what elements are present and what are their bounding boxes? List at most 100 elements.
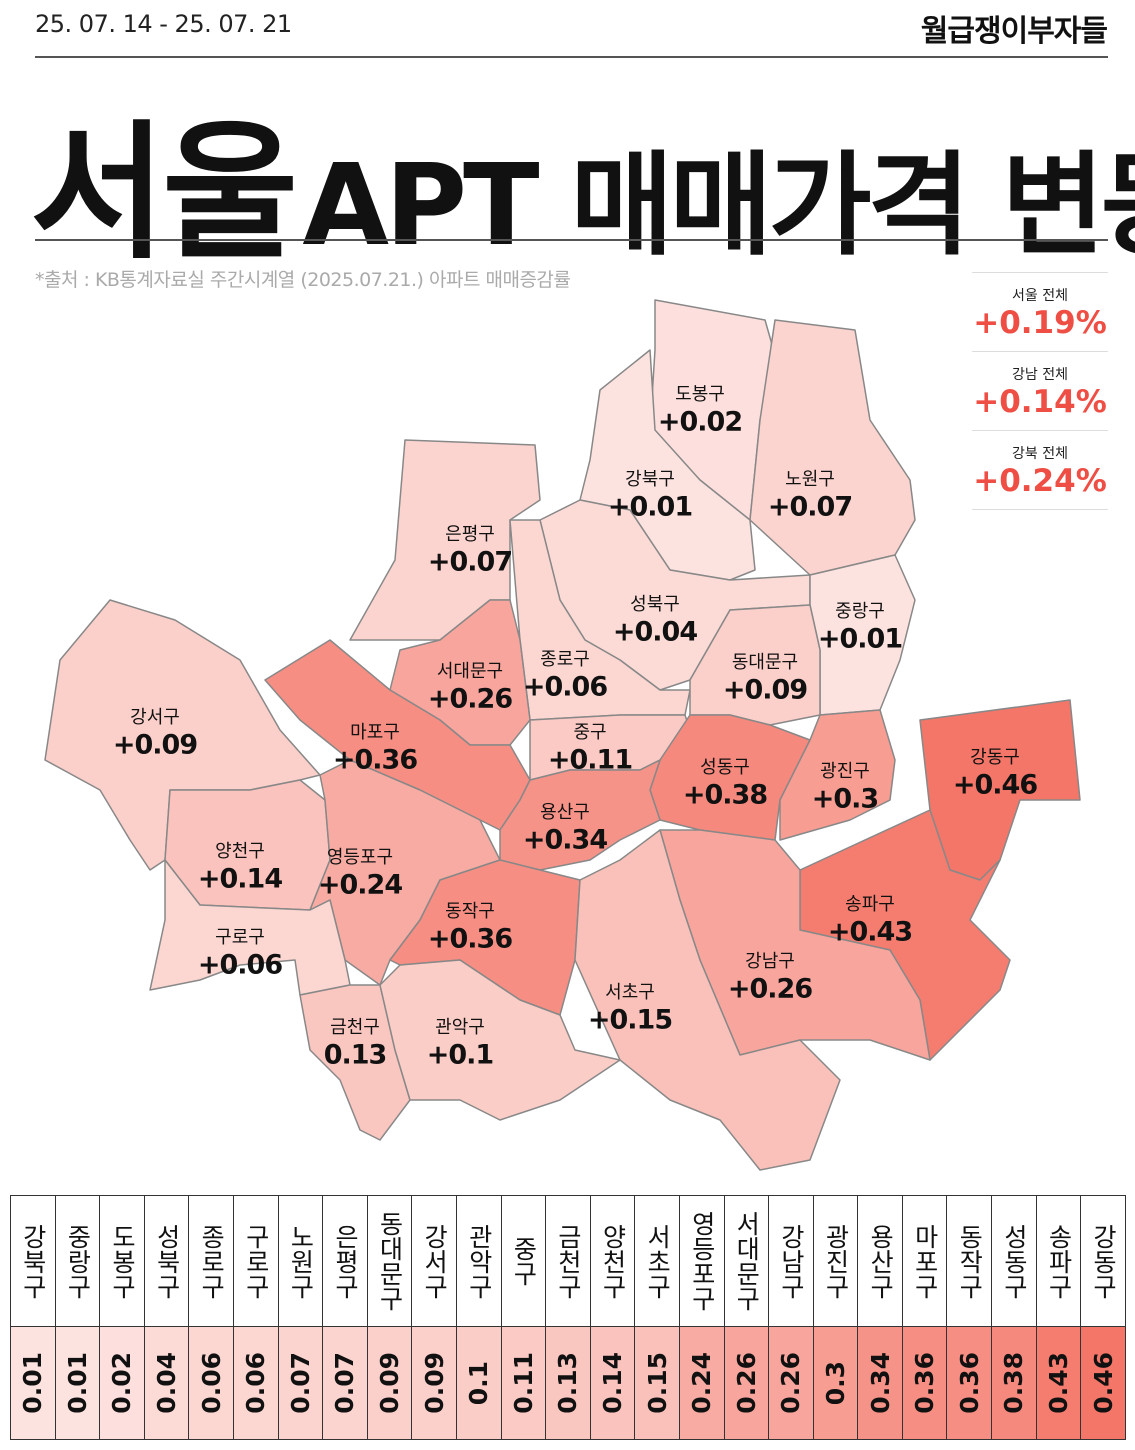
summary-value: +0.19%	[973, 305, 1107, 341]
district-value: +0.09	[723, 675, 807, 706]
table-cell: 0.26	[724, 1327, 769, 1440]
district-value: +0.26	[428, 684, 512, 715]
table-header: 강북구	[11, 1195, 55, 1327]
district	[779, 709, 896, 841]
cell-text: 0.09	[419, 1352, 449, 1414]
district-value: +0.11	[548, 745, 632, 776]
cell-text: 0.36	[910, 1352, 940, 1414]
district-value: +0.1	[427, 1040, 493, 1071]
district-name: 동작구	[445, 901, 495, 922]
table-column: 동대문구 0.09	[367, 1195, 413, 1440]
cell-text: 0.26	[776, 1352, 806, 1414]
table-cell: 0.01	[55, 1327, 100, 1440]
header-text: 영등포구	[687, 1211, 717, 1311]
table-cell: 0.24	[679, 1327, 724, 1440]
district-name: 강남구	[745, 951, 795, 972]
district-name: 금천구	[330, 1017, 380, 1038]
header-text: 강서구	[420, 1223, 450, 1299]
header-text: 강동구	[1089, 1223, 1119, 1299]
table-cell: 0.36	[902, 1327, 947, 1440]
header-text: 중구	[509, 1236, 539, 1286]
table-column: 송파구 0.43	[1036, 1195, 1082, 1440]
table-cell: 0.34	[858, 1327, 902, 1440]
table-column: 성북구 0.04	[144, 1195, 190, 1440]
summary-name: 강북 전체	[1012, 446, 1068, 462]
table-header: 노원구	[278, 1195, 323, 1327]
summary-name: 강남 전체	[1012, 367, 1068, 383]
table-header: 관악구	[456, 1195, 501, 1327]
district-name: 중랑구	[835, 601, 885, 622]
table-cell: 0.07	[323, 1327, 367, 1440]
district-name: 광진구	[820, 761, 870, 782]
table-header: 송파구	[1036, 1195, 1081, 1327]
cell-text: 0.01	[18, 1352, 48, 1414]
source-note: *출처 : KB통계자료실 주간시계열 (2025.07.21.) 아파트 매매…	[35, 269, 571, 291]
district-value: +0.46	[953, 770, 1037, 801]
header-text: 관악구	[464, 1223, 494, 1299]
district-value: +0.06	[523, 672, 607, 703]
district	[299, 984, 411, 1141]
table-cell: 0.09	[412, 1327, 456, 1440]
district	[499, 759, 661, 871]
table-header: 서대문구	[724, 1195, 769, 1327]
table-column: 강동구 0.46	[1081, 1195, 1126, 1440]
cell-text: 0.24	[687, 1352, 717, 1414]
table-column: 서대문구 0.26	[724, 1195, 770, 1440]
table-cell: 0.36	[947, 1327, 992, 1440]
title: 서울APT 매매가격 변동	[30, 72, 1135, 287]
table-cell: 0.1	[456, 1327, 501, 1440]
district-value: +0.15	[588, 1005, 672, 1036]
cell-text: 0.07	[285, 1352, 315, 1414]
cell-text: 0.14	[598, 1352, 628, 1414]
district-name: 서대문구	[437, 661, 503, 682]
district-value: +0.24	[318, 870, 402, 901]
header-text: 성북구	[152, 1223, 182, 1299]
district-name: 도봉구	[675, 384, 725, 405]
district-value: +0.36	[333, 745, 417, 776]
table-column: 서초구 0.15	[635, 1195, 680, 1440]
cell-text: 0.34	[865, 1352, 895, 1414]
table-cell: 0.14	[590, 1327, 635, 1440]
table-cell: 0.46	[1081, 1327, 1125, 1440]
header-text: 중랑구	[63, 1223, 93, 1299]
cell-text: 0.13	[553, 1352, 583, 1414]
district-value: +0.34	[523, 825, 607, 856]
divider	[35, 56, 1108, 58]
table-column: 광진구 0.3	[813, 1195, 859, 1440]
district-value: +0.06	[198, 950, 282, 981]
table-cell: 0.06	[233, 1327, 278, 1440]
header-text: 송파구	[1044, 1223, 1074, 1299]
table-header: 양천구	[590, 1195, 635, 1327]
map: 도봉구+0.02노원구+0.07강북구+0.01은평구+0.07성북구+0.04…	[44, 299, 1081, 1171]
summary-name: 서울 전체	[1012, 288, 1068, 304]
district-name: 성동구	[700, 757, 750, 778]
district-name: 관악구	[435, 1017, 485, 1038]
table-header: 성동구	[992, 1195, 1036, 1327]
cell-text: 0.07	[330, 1352, 360, 1414]
table-header: 영등포구	[679, 1195, 724, 1327]
table-cell: 0.09	[367, 1327, 412, 1440]
cell-text: 0.43	[1043, 1352, 1073, 1414]
summary-box: 강남 전체 +0.14%	[972, 351, 1108, 430]
header-text: 구로구	[241, 1223, 271, 1299]
header-text: 동대문구	[375, 1211, 405, 1311]
district-name: 강동구	[970, 747, 1020, 768]
district-name: 송파구	[845, 894, 895, 915]
table-column: 노원구 0.07	[278, 1195, 324, 1440]
table-header: 동대문구	[367, 1195, 412, 1327]
table-header: 구로구	[233, 1195, 278, 1327]
cell-text: 0.36	[954, 1352, 984, 1414]
cell-text: 0.11	[508, 1352, 538, 1414]
table-header: 마포구	[902, 1195, 947, 1327]
cell-text: 0.15	[642, 1352, 672, 1414]
district	[749, 319, 916, 576]
table-column: 양천구 0.14	[590, 1195, 636, 1440]
district-value: +0.14	[198, 864, 282, 895]
table-header: 강남구	[769, 1195, 813, 1327]
table-column: 성동구 0.38	[992, 1195, 1037, 1440]
header-text: 서대문구	[732, 1211, 762, 1311]
district-value: +0.07	[768, 492, 852, 523]
divider	[35, 239, 1108, 241]
title-rest: APT 매매가격 변동	[302, 141, 1135, 271]
